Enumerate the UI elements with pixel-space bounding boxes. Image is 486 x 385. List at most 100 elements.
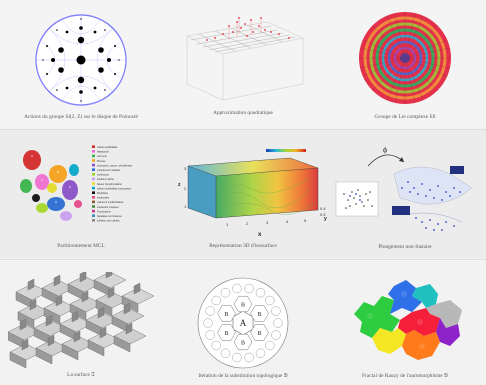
caption-rauzy[interactable]: Fractal de Rauzy de l'automorphisme 𝔅	[362, 373, 448, 379]
nonlinear-embedding-image[interactable]: ϕ	[330, 144, 480, 240]
legend-label: fibroblaste	[97, 192, 109, 195]
substitution-outer-cell	[273, 318, 283, 328]
legend-swatch	[92, 182, 95, 185]
substitution-cell	[250, 324, 269, 341]
legend-label: fibroses	[97, 160, 106, 163]
substitution-cell	[233, 333, 253, 351]
substitution-outer-cell	[203, 318, 213, 328]
legend-label: hépatocyte	[97, 151, 109, 154]
legend-swatch	[92, 150, 95, 153]
axis-z-label: z	[178, 182, 181, 188]
substitution-outer-cell	[265, 340, 275, 351]
legend-label: erythrocyte	[97, 174, 109, 177]
surface-tile-block	[79, 272, 87, 283]
legend-label: cellule endothéliale & processus	[97, 187, 132, 190]
surface-tile-block	[105, 272, 113, 279]
caption-substitution[interactable]: Itération de la substitution topologique…	[198, 373, 288, 379]
svg-text:2: 2	[184, 186, 187, 191]
e8-lie-group-image[interactable]	[357, 10, 453, 106]
svg-text:5: 5	[304, 218, 307, 223]
surface-tile-block	[47, 334, 55, 347]
caption-poincare[interactable]: Actions du groupe Sl(2, Z) sur le disque…	[24, 114, 138, 120]
surface-tile-side	[87, 339, 105, 357]
legend-swatch	[92, 163, 95, 167]
surface-tile-block	[99, 326, 107, 339]
svg-text:1: 1	[184, 204, 187, 209]
legend-swatch	[92, 209, 95, 213]
legend-label: cellule endothéliale	[97, 146, 118, 149]
legend-label: hépatique & croissance	[97, 215, 123, 218]
surface-t-image[interactable]	[8, 272, 156, 372]
quadratic-approx-3d-image[interactable]	[179, 4, 307, 102]
gallery-card-e8[interactable]: Groupe de Lie complexe E8	[324, 0, 486, 128]
colorbar	[266, 149, 306, 152]
substitution-cell	[233, 295, 253, 313]
cell-label: B	[257, 312, 261, 318]
caption-isosurface[interactable]: Représentation 3D d'isosurface	[209, 243, 277, 249]
legend-label: interferon alpha	[97, 178, 114, 181]
cell-label: B	[224, 331, 228, 337]
substitution-outer-cell	[271, 330, 281, 340]
scatter-left	[335, 181, 379, 217]
surface-tile-block	[107, 286, 115, 299]
gallery-card-isosurface[interactable]: 3 2 1 1 2 3 4 5 0.4 0.5 x y z Représentation …	[162, 130, 327, 258]
substitution-cell	[250, 305, 269, 322]
substitution-outer-cell	[211, 295, 221, 306]
legend-swatch	[92, 173, 95, 176]
poincare-disk-image[interactable]	[31, 10, 131, 110]
legend-swatch	[92, 205, 95, 208]
svg-text:3: 3	[184, 166, 187, 171]
legend-swatch	[92, 159, 95, 162]
legend-swatch	[92, 154, 95, 158]
substitution-cell	[217, 324, 236, 341]
gallery-card-embedding[interactable]: ϕ Plongement non-linéaire	[324, 130, 486, 258]
surface-tile-side	[113, 335, 131, 353]
substitution-outer-cell	[205, 306, 215, 316]
substitution-outer-cell	[244, 352, 254, 363]
legend-label: cell cycle	[97, 155, 107, 158]
gallery-card-poincare[interactable]: Actions du groupe Sl(2, Z) sur le disque…	[0, 0, 162, 128]
svg-text:0.5: 0.5	[320, 212, 326, 217]
gallery-card-mcl[interactable]: cellule endothéliale hépatocyte cell cycle…	[0, 130, 162, 258]
cell-label: B	[257, 331, 261, 337]
surface-tile-block	[133, 282, 141, 295]
legend-label: interleukine	[97, 197, 110, 200]
legend-swatch	[92, 214, 95, 217]
substitution-outer-cell	[255, 288, 266, 298]
substitution-outer-cell	[244, 283, 254, 294]
surface-tile-block	[125, 322, 133, 335]
rauzy-fractal-image[interactable]	[340, 274, 470, 370]
gallery-card-substitution[interactable]: A B B B B B B Itération de la substitution top…	[162, 262, 324, 385]
legend-swatch	[92, 191, 95, 194]
surface-tile-side	[35, 347, 53, 365]
surface-tile-block	[55, 294, 63, 307]
substitution-outer-cell	[220, 288, 231, 298]
surface-tile-block	[97, 306, 105, 319]
caption-mcl[interactable]: Partitionnement MCL	[57, 243, 105, 249]
legend-label: facteur phosphorylation	[97, 183, 123, 186]
substitution-iteration-image[interactable]: A B B B B B B	[196, 276, 290, 370]
caption-quadratic[interactable]: Approximation quadratique	[213, 110, 273, 116]
legend-swatch	[92, 145, 95, 148]
svg-text:2: 2	[246, 221, 249, 226]
surface-tile-block	[81, 290, 89, 303]
substitution-outer-cell	[205, 330, 215, 340]
isosurface-3d-image[interactable]: 3 2 1 1 2 3 4 5 0.4 0.5 x y z	[170, 146, 330, 242]
legend-label: interaction récepteur	[97, 206, 119, 209]
surface-tile-side	[61, 343, 79, 361]
cell-label: B	[241, 340, 245, 346]
row-divider	[0, 129, 486, 130]
embedding-right	[392, 166, 473, 231]
svg-text:0.4: 0.4	[320, 206, 326, 211]
gallery-card-surface-t[interactable]: La surface 𝔗	[0, 262, 162, 385]
caption-surface-t[interactable]: La surface 𝔗	[67, 372, 95, 378]
gallery-card-quadratic[interactable]: Approximation quadratique	[162, 0, 324, 128]
legend-label: complément cellulaire	[97, 169, 121, 172]
substitution-outer-cell	[220, 348, 231, 359]
caption-embedding[interactable]: Plongement non-linéaire	[378, 244, 432, 250]
legend-label: cellules & myofibroblaste	[97, 201, 124, 204]
gallery-card-rauzy[interactable]: Fractal de Rauzy de l'automorphisme 𝔅	[324, 262, 486, 385]
caption-e8[interactable]: Groupe de Lie complexe E8	[374, 114, 436, 120]
